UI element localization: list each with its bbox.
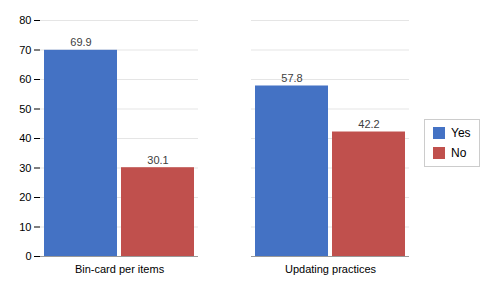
svg-text:Bin-card per items: Bin-card per items: [75, 263, 165, 275]
svg-text:60: 60: [19, 73, 31, 85]
svg-text:Updating practices: Updating practices: [285, 263, 377, 275]
svg-text:40: 40: [19, 132, 31, 144]
svg-text:20: 20: [19, 191, 31, 203]
svg-text:50: 50: [19, 103, 31, 115]
svg-text:80: 80: [19, 14, 31, 26]
html-text:Yes: Yes: [451, 126, 471, 140]
svg-text:70: 70: [19, 44, 31, 56]
svg-text:0: 0: [25, 250, 31, 262]
html-text:No: No: [451, 146, 467, 160]
svg-text:30: 30: [19, 162, 31, 174]
svg-text:57.8: 57.8: [281, 72, 302, 84]
svg-text:42.2: 42.2: [358, 118, 379, 130]
svg-text:69.9: 69.9: [70, 36, 91, 48]
svg-text:30.1: 30.1: [147, 154, 168, 166]
svg-text:10: 10: [19, 221, 31, 233]
